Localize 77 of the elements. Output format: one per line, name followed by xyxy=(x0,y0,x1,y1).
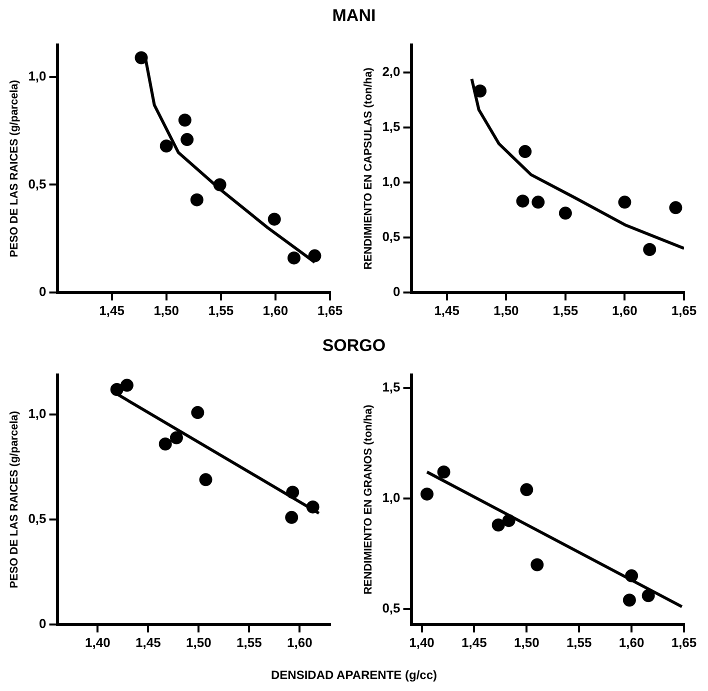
y-tick-label: 2,0 xyxy=(382,64,400,79)
y-tick-label: 0,5 xyxy=(28,176,46,192)
x-tick-label: 1,45 xyxy=(434,302,460,318)
point xyxy=(268,212,281,226)
point xyxy=(474,84,487,98)
point xyxy=(437,465,450,478)
y-tick-label: 1,5 xyxy=(382,118,400,134)
point xyxy=(190,193,204,206)
y-tick-label: 1,0 xyxy=(382,490,400,506)
point xyxy=(213,178,226,192)
point xyxy=(180,133,194,146)
point xyxy=(530,558,544,572)
point xyxy=(199,473,212,486)
x-tick-label: 1,50 xyxy=(186,634,212,650)
point xyxy=(502,514,516,528)
y-tick-label: 1,5 xyxy=(382,380,400,395)
point xyxy=(178,114,192,127)
y-tick-label: 1,0 xyxy=(382,174,400,189)
x-tick-label: 1,60 xyxy=(618,634,644,650)
point xyxy=(558,206,572,220)
point xyxy=(306,500,320,514)
x-tick-label: 1,55 xyxy=(236,634,262,650)
point xyxy=(120,378,134,392)
y-tick-label: 1,0 xyxy=(28,68,46,84)
x-tick-label: 1,60 xyxy=(262,302,288,318)
x-tick-label: 1,65 xyxy=(671,634,697,650)
point xyxy=(520,483,534,496)
point xyxy=(622,594,636,607)
point xyxy=(158,438,172,451)
x-tick-label: 1,40 xyxy=(409,634,434,650)
point xyxy=(308,249,322,262)
x-tick-label: 1,55 xyxy=(566,634,592,650)
point xyxy=(288,251,300,264)
point xyxy=(191,406,204,420)
point xyxy=(160,139,173,152)
y-tick-label: 0 xyxy=(393,284,400,299)
point xyxy=(170,431,183,444)
x-tick-label: 1,45 xyxy=(136,634,161,650)
x-tick-label: 1,55 xyxy=(208,302,234,318)
point xyxy=(618,196,632,209)
point xyxy=(134,51,148,64)
x-axis-title: DENSIDAD APARENTE (g/cc) xyxy=(270,668,438,682)
y-axis-title: RENDIMIENTO EN GRANOS (ton/ha) xyxy=(362,404,375,595)
point xyxy=(492,518,505,532)
point xyxy=(642,589,655,602)
chart-title: MANI xyxy=(331,6,377,26)
point xyxy=(669,201,682,214)
point xyxy=(286,486,300,499)
x-tick-label: 1,50 xyxy=(514,634,540,650)
point xyxy=(285,510,298,524)
y-tick-label: 0 xyxy=(39,616,46,631)
x-tick-label: 1,40 xyxy=(85,634,110,650)
point xyxy=(420,488,434,501)
y-tick-label: 0,5 xyxy=(382,228,400,244)
y-axis-title: PESO DE LAS RAICES (g/parcela) xyxy=(8,80,21,258)
x-tick-label: 1,65 xyxy=(317,302,343,318)
y-tick-label: 0,5 xyxy=(28,511,46,526)
x-tick-label: 1,65 xyxy=(671,302,697,318)
x-tick-label: 1,50 xyxy=(493,302,519,318)
x-tick-label: 1,45 xyxy=(99,302,124,318)
point xyxy=(518,145,532,158)
y-tick-label: 0 xyxy=(39,284,46,299)
point xyxy=(532,196,545,209)
point xyxy=(110,382,124,396)
x-tick-label: 1,50 xyxy=(154,302,180,318)
point xyxy=(643,242,656,256)
x-tick-label: 1,45 xyxy=(462,634,487,650)
point xyxy=(516,194,530,208)
y-tick-label: 0,5 xyxy=(382,600,400,616)
x-tick-label: 1,60 xyxy=(287,634,312,650)
y-tick-label: 1,0 xyxy=(28,406,46,422)
x-tick-label: 1,60 xyxy=(612,302,638,318)
point xyxy=(625,569,638,582)
y-axis-title: RENDIMIENTO EN CAPSULAS (ton/ha) xyxy=(362,67,375,270)
y-axis-title: PESO DE LAS RAICES (g/parcela) xyxy=(8,410,21,588)
chart-title: SORGO xyxy=(321,336,387,356)
x-tick-label: 1,55 xyxy=(552,302,578,318)
